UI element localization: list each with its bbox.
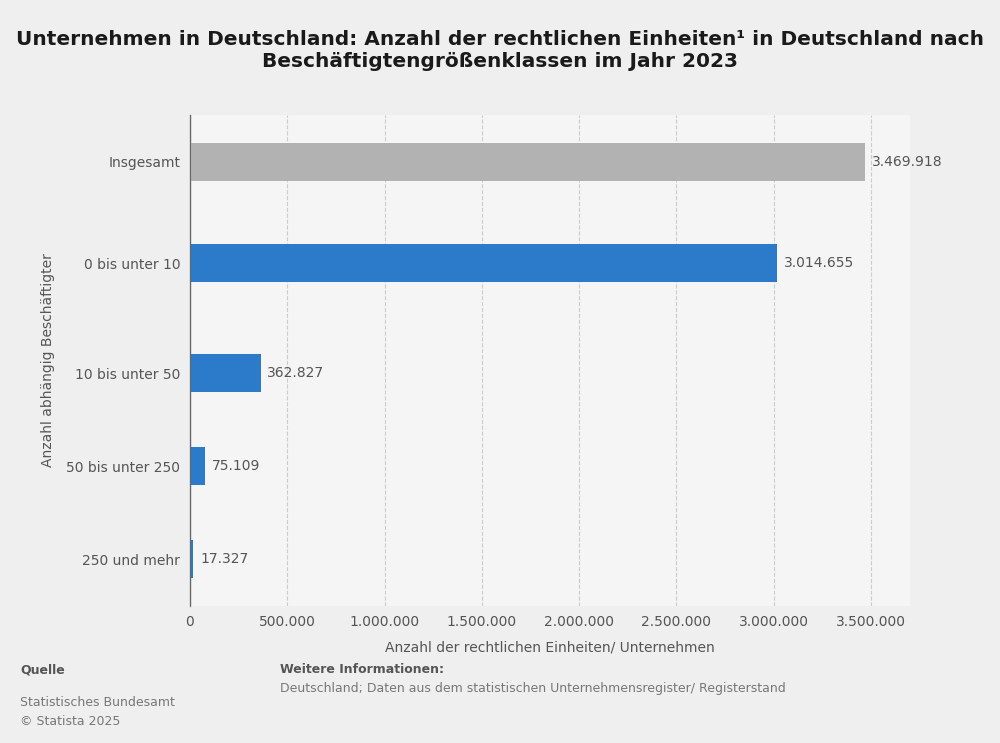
Y-axis label: Anzahl abhängig Beschäftigter: Anzahl abhängig Beschäftigter	[41, 253, 55, 467]
Text: Quelle: Quelle	[20, 663, 65, 676]
Bar	[190, 143, 865, 181]
Text: Unternehmen in Deutschland: Anzahl der rechtlichen Einheiten¹ in Deutschland nac: Unternehmen in Deutschland: Anzahl der r…	[16, 30, 984, 71]
Text: 17.327: 17.327	[200, 552, 248, 566]
Bar	[190, 354, 261, 392]
Text: Weitere Informationen:: Weitere Informationen:	[280, 663, 444, 676]
X-axis label: Anzahl der rechtlichen Einheiten/ Unternehmen: Anzahl der rechtlichen Einheiten/ Untern…	[385, 640, 715, 655]
Text: 75.109: 75.109	[211, 459, 260, 473]
Bar	[190, 447, 205, 485]
Text: 362.827: 362.827	[267, 366, 325, 380]
Bar	[190, 244, 777, 282]
Text: Deutschland; Daten aus dem statistischen Unternehmensregister/ Registerstand: Deutschland; Daten aus dem statistischen…	[280, 682, 786, 695]
Text: 3.469.918: 3.469.918	[872, 155, 943, 169]
Bar	[190, 540, 193, 578]
Text: 3.014.655: 3.014.655	[783, 256, 854, 270]
Text: Statistisches Bundesamt
© Statista 2025: Statistisches Bundesamt © Statista 2025	[20, 696, 175, 728]
